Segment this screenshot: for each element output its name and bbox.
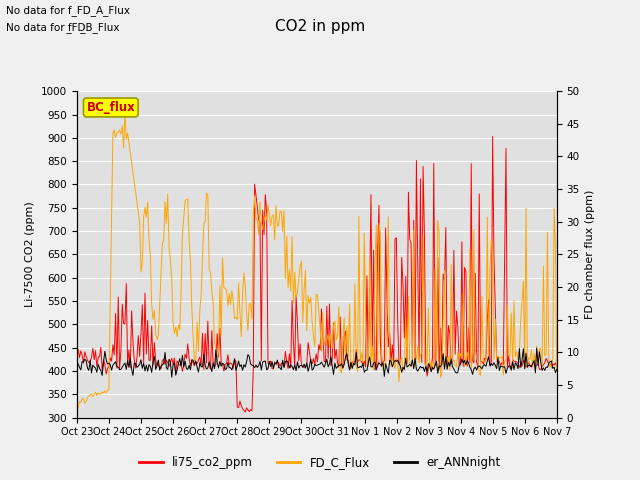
Text: No data for f̲FD̲B_Flux: No data for f̲FD̲B_Flux xyxy=(6,22,120,33)
Text: BC_flux: BC_flux xyxy=(86,101,135,114)
Y-axis label: FD chamber flux (ppm): FD chamber flux (ppm) xyxy=(586,190,595,319)
Y-axis label: Li-7500 CO2 (ppm): Li-7500 CO2 (ppm) xyxy=(26,202,35,307)
Text: CO2 in ppm: CO2 in ppm xyxy=(275,19,365,34)
Legend: li75_co2_ppm, FD_C_Flux, er_ANNnight: li75_co2_ppm, FD_C_Flux, er_ANNnight xyxy=(134,452,506,474)
Text: No data for f_FD_A_Flux: No data for f_FD_A_Flux xyxy=(6,5,131,16)
